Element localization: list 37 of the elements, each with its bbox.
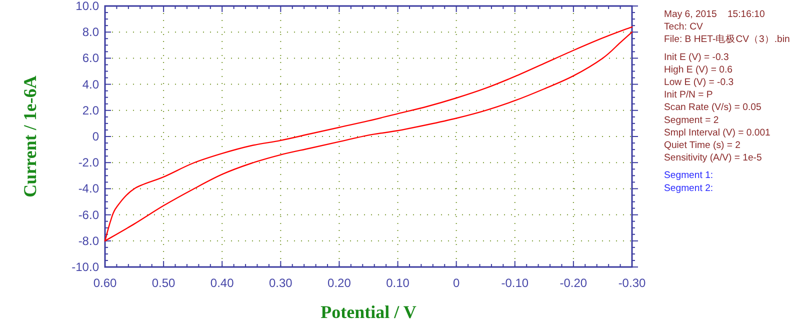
text: Tech: CV (664, 22, 704, 33)
text: Init E (V) = -0.3 (664, 52, 729, 63)
text: Low E (V) = -0.3 (664, 77, 734, 88)
x-axis-title: Potential / V (320, 302, 416, 322)
x-tick-label: 0.10 (386, 276, 410, 290)
x-tick-label: 0.60 (93, 276, 117, 290)
y-axis-title: Current / 1e-6A (20, 76, 40, 198)
y-tick-label: 8.0 (82, 25, 100, 40)
text: Quiet Time (s) = 2 (664, 140, 741, 151)
y-tick-label: 4.0 (82, 77, 100, 92)
x-tick-label: 0 (452, 276, 460, 290)
y-tick-label: 0 (92, 130, 100, 144)
x-tick-label: -0.20 (560, 276, 588, 290)
x-tick-label: -0.30 (618, 276, 646, 290)
text: Init P/N = P (664, 90, 713, 101)
text: Smpl Interval (V) = 0.001 (664, 127, 770, 138)
y-tick-label: -4.0 (78, 182, 100, 196)
text: Segment 1: (664, 170, 714, 182)
text: Segment 2: (664, 182, 714, 194)
y-tick-label: -8.0 (78, 234, 100, 248)
y-tick-label: 2.0 (82, 103, 100, 118)
text: Scan Rate (V/s) = 0.05 (664, 102, 762, 114)
text: Sensitivity (A/V) = 1e-5 (664, 152, 762, 164)
x-tick-label: 0.30 (268, 276, 293, 290)
text: High E (V) = 0.6 (664, 64, 733, 76)
x-tick-label: 0.50 (152, 276, 176, 290)
x-tick-label: 0.40 (210, 276, 234, 290)
y-tick-label: -10.0 (72, 260, 100, 274)
text: File: B HET-电极CV（3）.bin (664, 33, 790, 46)
y-tick-label: -2.0 (78, 156, 100, 170)
text: May 6, 2015 15:16:10 (664, 9, 765, 20)
y-tick-label: 10.0 (76, 0, 100, 13)
x-tick-label: 0.20 (328, 276, 352, 290)
x-tick-label: -0.10 (501, 276, 529, 290)
text: Segment = 2 (664, 114, 719, 126)
y-tick-label: 6.0 (82, 51, 100, 66)
y-tick-label: -6.0 (78, 208, 100, 222)
